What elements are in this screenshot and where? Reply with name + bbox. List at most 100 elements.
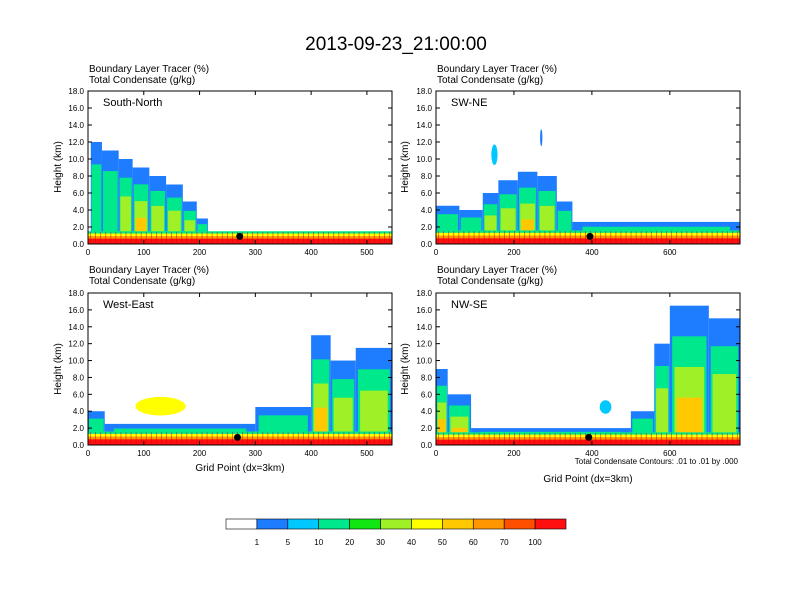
panel-nw-se: Boundary Layer Tracer (%) Total Condensa…: [400, 265, 741, 485]
y-tick-label: 10.0: [416, 155, 432, 164]
field-layer: [436, 129, 740, 244]
colorbar-label: 50: [438, 538, 447, 547]
grid-point-marker: [586, 232, 594, 240]
y-tick-label: 18.0: [416, 87, 432, 96]
colorbar-cell: [287, 518, 320, 530]
boundary-layer-band: [88, 439, 392, 445]
panel-label: West-East: [103, 299, 154, 311]
y-tick-label: 10.0: [68, 155, 84, 164]
colorbar-label: 60: [469, 538, 478, 547]
colorbar-label: 40: [407, 538, 416, 547]
x-tick-label: 400: [585, 248, 599, 257]
y-tick-label: 14.0: [68, 121, 84, 130]
y-tick-label: 6.0: [73, 189, 85, 198]
x-tick-label: 200: [193, 248, 207, 257]
cloud-blob: [491, 144, 498, 165]
panel-subtitle-line-2: Total Condensate (g/kg): [89, 276, 195, 287]
y-tick-label: 18.0: [416, 289, 432, 298]
x-tick-label: 500: [360, 449, 374, 458]
x-tick-label: 0: [86, 248, 91, 257]
panel-label: NW-SE: [451, 299, 487, 311]
colorbar-cell: [349, 518, 381, 530]
y-tick-label: 16.0: [416, 306, 432, 315]
colorbar-cell: [503, 518, 536, 530]
cloud-column-cell: [120, 196, 131, 244]
y-tick-label: 4.0: [421, 206, 433, 215]
boundary-layer-band: [88, 238, 392, 244]
colorbar-cell: [442, 518, 474, 530]
y-tick-label: 6.0: [421, 390, 433, 399]
colorbar-label: 70: [500, 538, 509, 547]
x-tick-label: 100: [137, 248, 151, 257]
field-layer: [88, 335, 392, 445]
colorbar-cell: [380, 518, 412, 530]
colorbar: 1 5 10 20 30 40 50 60 70 100: [225, 518, 567, 547]
boundary-layer-band: [436, 439, 740, 445]
panel-subtitle-line-2: Total Condensate (g/kg): [437, 75, 543, 86]
x-tick-label: 100: [137, 449, 151, 458]
x-tick-label: 0: [86, 449, 91, 458]
panel-label: SW-NE: [451, 97, 487, 109]
cloud-column-cell: [135, 217, 147, 244]
cloud-column-cell: [102, 171, 118, 244]
plot-area: 0.0 2.0 4.0 6.0 8.0 10.0 12.0 14.0 16.0 18.0 0 100 2…: [68, 289, 393, 458]
y-tick-label: 4.0: [421, 407, 433, 416]
y-tick-label: 8.0: [421, 172, 433, 181]
panel-sw-ne: Boundary Layer Tracer (%) Total Condensa…: [400, 64, 741, 257]
colorbar-label: 10: [314, 538, 323, 547]
x-tick-label: 200: [507, 248, 521, 257]
cloud-column-cell: [91, 164, 102, 244]
y-tick-label: 0.0: [73, 240, 85, 249]
colorbar-cell: [256, 518, 289, 530]
x-tick-label: 0: [434, 449, 439, 458]
y-tick-label: 2.0: [73, 223, 85, 232]
plot-area: 0.0 2.0 4.0 6.0 8.0 10.0 12.0 14.0 16.0 18.0 0 200 4…: [416, 87, 741, 257]
y-tick-label: 16.0: [68, 306, 84, 315]
y-axis-label: Height (km): [53, 343, 64, 395]
panel-subtitle-line-1: Boundary Layer Tracer (%): [437, 64, 557, 75]
colorbar-cell: [318, 518, 350, 530]
main-title: 2013-09-23_21:00:00: [305, 34, 487, 55]
grid-point-marker: [233, 433, 241, 441]
panel-south-north: Boundary Layer Tracer (%) Total Condensa…: [53, 64, 393, 257]
contour-note: Total Condensate Contours: .01 to .01 by…: [575, 457, 739, 466]
plot-frame: [435, 292, 741, 446]
y-tick-label: 0.0: [73, 441, 85, 450]
y-axis-label: Height (km): [53, 141, 64, 193]
panel-subtitle-line-1: Boundary Layer Tracer (%): [89, 265, 209, 276]
field-layer: [88, 142, 392, 244]
panel-label: South-North: [103, 97, 162, 109]
x-tick-label: 500: [360, 248, 374, 257]
y-tick-label: 8.0: [73, 373, 85, 382]
x-axis-label: Grid Point (dx=3km): [195, 463, 284, 474]
plot-area: 0.0 2.0 4.0 6.0 8.0 10.0 12.0 14.0 16.0 18.0 0 100 2…: [68, 87, 393, 257]
x-tick-label: 400: [304, 248, 318, 257]
colorbar-cell: [472, 518, 505, 530]
y-tick-label: 16.0: [68, 104, 84, 113]
panel-west-east: Boundary Layer Tracer (%) Total Condensa…: [53, 265, 393, 474]
cloud-blob: [135, 396, 186, 416]
y-tick-label: 4.0: [73, 407, 85, 416]
plot-frame: [87, 90, 393, 245]
x-tick-label: 600: [663, 449, 677, 458]
y-tick-label: 8.0: [73, 172, 85, 181]
x-tick-label: 0: [434, 248, 439, 257]
y-tick-label: 14.0: [68, 323, 84, 332]
panel-subtitle-line-2: Total Condensate (g/kg): [437, 276, 543, 287]
panel-subtitle-line-1: Boundary Layer Tracer (%): [437, 265, 557, 276]
cloud-column-cell: [438, 419, 446, 445]
colorbar-label: 5: [286, 538, 291, 547]
y-tick-label: 10.0: [68, 357, 84, 366]
colorbar-cell: [534, 518, 567, 530]
field-layer: [436, 305, 740, 445]
x-tick-label: 400: [585, 449, 599, 458]
grid-point-marker: [236, 232, 244, 240]
y-tick-label: 12.0: [68, 138, 84, 147]
grid-point-marker: [585, 433, 593, 441]
x-tick-label: 600: [663, 248, 677, 257]
y-tick-label: 0.0: [421, 441, 433, 450]
cloud-blob: [540, 129, 543, 147]
x-tick-label: 200: [193, 449, 207, 458]
y-tick-label: 14.0: [416, 121, 432, 130]
